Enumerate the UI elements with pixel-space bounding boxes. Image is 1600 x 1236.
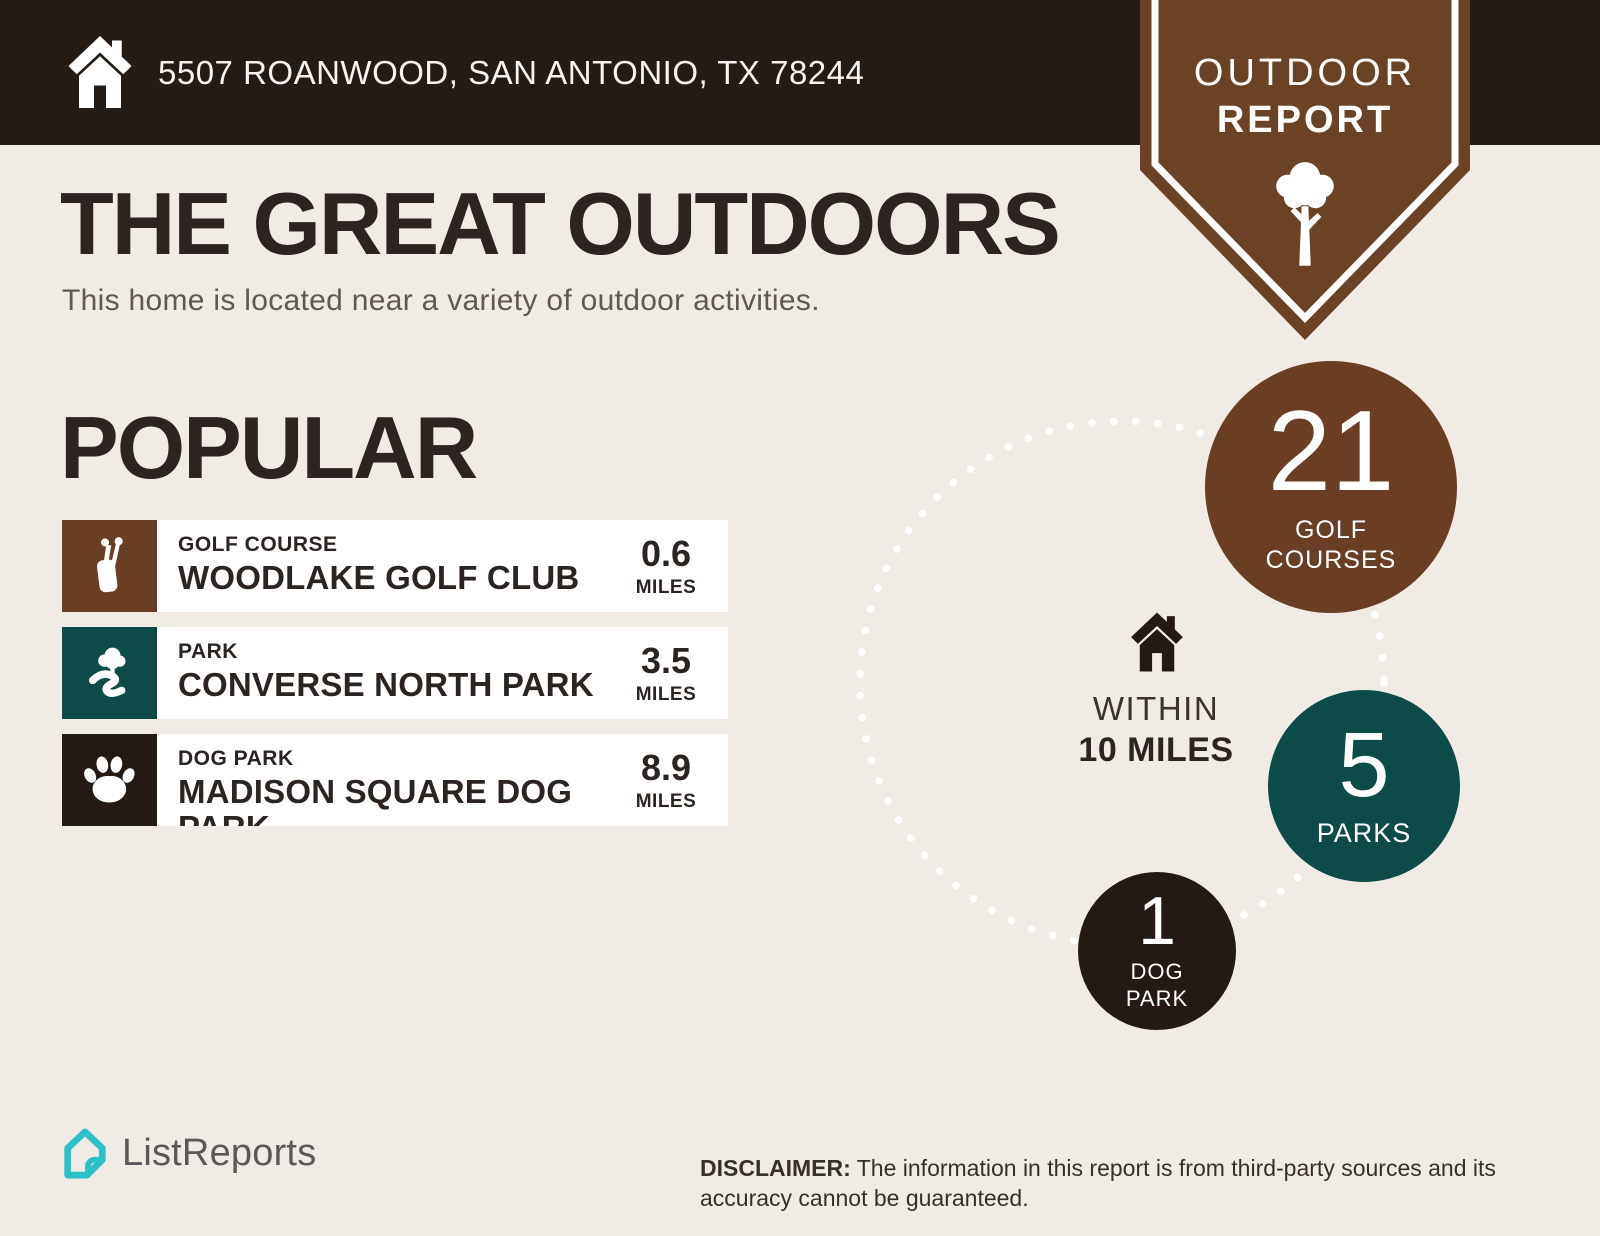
- parks-label: PARKS: [1317, 817, 1412, 850]
- bubble-label-line2: PARK: [1125, 985, 1189, 1011]
- bubble-label-line2: COURSES: [1265, 546, 1397, 575]
- distance-unit: MILES: [635, 684, 697, 705]
- distance-unit: MILES: [635, 577, 697, 598]
- park-icon: [88, 647, 125, 698]
- distance-value: 3.5: [640, 640, 692, 681]
- home-icon: [68, 36, 132, 108]
- within-radius-label: WITHIN 10 MILES: [1031, 690, 1281, 770]
- distance-value: 8.9: [640, 747, 692, 788]
- list-item-golf-course: GOLF COURSE WOODLAKE GOLF CLUB 0.6 MILES: [62, 520, 728, 612]
- category-label: PARK: [178, 640, 238, 663]
- golf-bag-icon: [96, 537, 123, 593]
- distance-value: 0.6: [640, 533, 692, 574]
- park-icon-box: [62, 627, 157, 719]
- disclaimer: DISCLAIMER: The information in this repo…: [700, 1153, 1520, 1214]
- dog-park-count: 1: [1138, 883, 1176, 960]
- popular-heading: POPULAR: [60, 398, 478, 497]
- list-item-text: DOG PARK MADISON SQUARE DOG PARK: [178, 747, 610, 826]
- page-title: THE GREAT OUTDOORS: [60, 174, 1061, 273]
- distance-block: 3.5 MILES: [620, 643, 712, 706]
- brand-name: ListReports: [122, 1131, 317, 1174]
- place-name: MADISON SQUARE DOG PARK: [178, 773, 573, 826]
- badge-title-line1: OUTDOOR: [1193, 52, 1417, 94]
- category-label: GOLF COURSE: [178, 533, 338, 556]
- bubble-label-line1: GOLF: [1294, 515, 1368, 544]
- parks-count: 5: [1338, 713, 1390, 816]
- property-address: 5507 ROANWOOD, SAN ANTONIO, TX 78244: [158, 53, 865, 91]
- golf-icon-box: [62, 520, 157, 612]
- list-item-text: PARK CONVERSE NORTH PARK: [178, 640, 610, 703]
- within-line1: WITHIN: [1092, 690, 1220, 727]
- tree-icon: [1276, 162, 1334, 266]
- dog-park-icon-box: [62, 734, 157, 826]
- parks-count-bubble: 5 PARKS: [1268, 690, 1460, 882]
- list-item-park: PARK CONVERSE NORTH PARK 3.5 MILES: [62, 627, 728, 719]
- ten-mile-radius-ring: [856, 417, 1388, 949]
- golf-courses-count: 21: [1267, 388, 1395, 516]
- listreports-house-icon: [64, 1128, 106, 1179]
- outdoor-report-badge: OUTDOOR REPORT: [1140, 0, 1470, 345]
- badge-title-line2: REPORT: [1216, 99, 1394, 141]
- bubble-label-line1: DOG: [1130, 958, 1184, 984]
- distance-block: 8.9 MILES: [620, 750, 712, 813]
- listreports-brand: ListReports: [60, 1124, 316, 1182]
- bubble-label-line1: PARKS: [1316, 818, 1412, 849]
- page-subtitle: This home is located near a variety of o…: [62, 284, 820, 317]
- paw-icon: [83, 756, 135, 803]
- list-item-dog-park: DOG PARK MADISON SQUARE DOG PARK 8.9 MIL…: [62, 734, 728, 826]
- within-line2: 10 MILES: [1078, 731, 1234, 769]
- disclaimer-label: DISCLAIMER:: [700, 1155, 851, 1181]
- list-item-text: GOLF COURSE WOODLAKE GOLF CLUB: [178, 533, 610, 596]
- golf-courses-count-bubble: 21 GOLF COURSES: [1205, 361, 1457, 613]
- category-label: DOG PARK: [178, 747, 294, 770]
- distance-block: 0.6 MILES: [620, 536, 712, 599]
- golf-courses-label: GOLF COURSES: [1266, 515, 1397, 576]
- dog-park-count-bubble: 1 DOG PARK: [1078, 872, 1236, 1030]
- place-name: WOODLAKE GOLF CLUB: [178, 559, 580, 597]
- distance-unit: MILES: [635, 791, 697, 812]
- disclaimer-text: The information in this report is from t…: [700, 1155, 1496, 1212]
- dog-park-label: DOG PARK: [1126, 959, 1188, 1013]
- home-icon: [1131, 612, 1183, 672]
- place-name: CONVERSE NORTH PARK: [178, 666, 594, 704]
